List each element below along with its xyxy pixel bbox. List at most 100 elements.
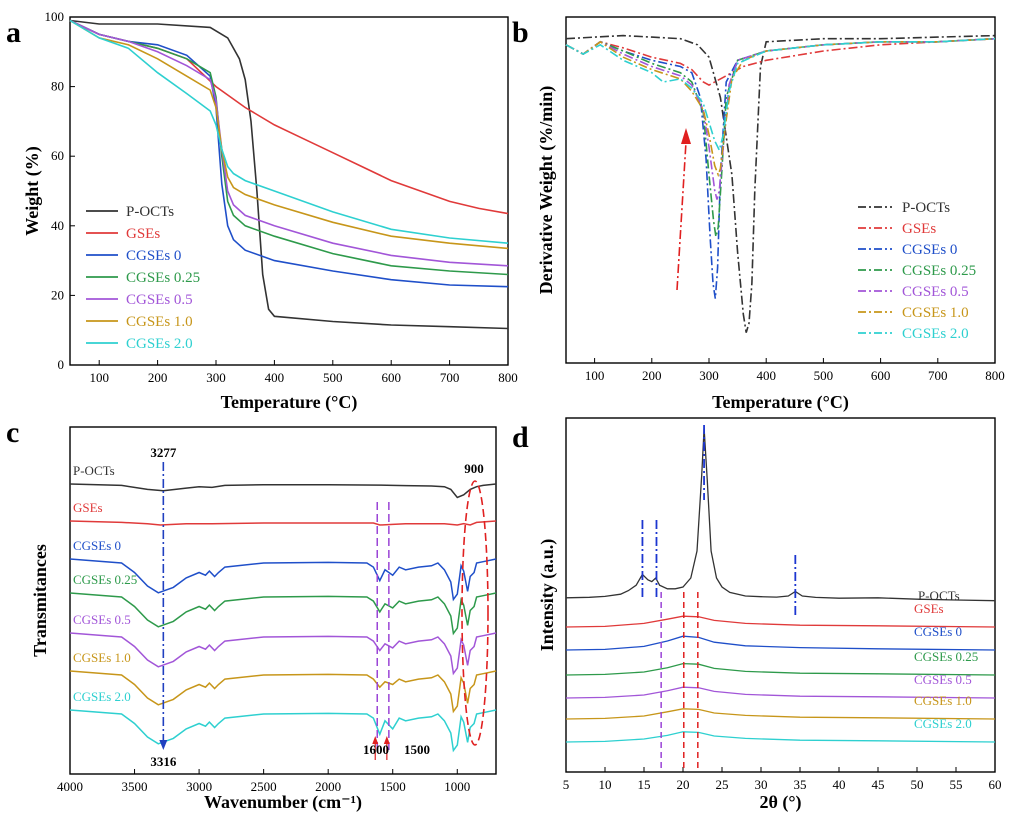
- guide-3277-arrowhead: [159, 740, 168, 750]
- x-tick-label-c: 2500: [251, 779, 277, 794]
- series-line-d-2: [565, 635, 996, 651]
- x-tick-label-a: 600: [381, 370, 401, 385]
- chart-b-dtg: 100 200 300 400 500 600 700 800 Temperature (°C)…: [536, 16, 1005, 413]
- x-tick-label-c: 1000: [444, 779, 470, 794]
- series-label-c: CGSEs 0: [73, 538, 121, 553]
- series-line-b-1: [565, 37, 996, 87]
- series-line-c-6: [69, 709, 497, 753]
- x-tick-label-a: 500: [323, 370, 343, 385]
- legend-label-b: GSEs: [902, 221, 936, 237]
- x-axis-label-a: Temperature (°C): [221, 392, 358, 413]
- series-line-c-3: [69, 592, 497, 636]
- trend-arrow-head-b: [681, 128, 691, 144]
- x-axis-label-d: 2θ (°): [759, 792, 801, 813]
- plot-frame-d: [565, 417, 996, 773]
- series-label-d: CGSEs 0.25: [914, 649, 978, 664]
- highlight-900-ellipse: [461, 480, 489, 746]
- x-tick-label-c: 3500: [122, 779, 148, 794]
- y-tick-label-a: 0: [58, 357, 65, 372]
- series-line-a-4: [69, 19, 509, 267]
- series-label-d: P-OCTs: [918, 588, 960, 603]
- y-tick-label-a: 80: [51, 79, 64, 94]
- x-tick-label-d: 35: [794, 777, 807, 792]
- x-tick-label-d: 5: [563, 777, 570, 792]
- x-tick-label-d: 30: [755, 777, 768, 792]
- series-line-a-2: [69, 19, 509, 288]
- x-tick-label-d: 55: [950, 777, 963, 792]
- series-line-b-0: [565, 34, 996, 333]
- x-tick-label-d: 10: [599, 777, 612, 792]
- series-line-a-0: [69, 19, 509, 330]
- x-tick-label-d: 45: [872, 777, 885, 792]
- series-line-c-4: [69, 632, 497, 676]
- arrowhead-1500: [383, 736, 390, 744]
- series-label-d: CGSEs 0: [914, 624, 962, 639]
- x-tick-label-b: 100: [585, 368, 605, 383]
- legend-label-a: GSEs: [126, 226, 160, 242]
- series-line-a-3: [69, 19, 509, 276]
- x-tick-label-a: 100: [89, 370, 109, 385]
- y-axis-label-b: Derivative Weight (%/min): [536, 86, 557, 295]
- annotation-1600: 1600: [363, 742, 389, 757]
- legend-label-a: CGSEs 0.25: [126, 270, 200, 286]
- annotation-900: 900: [464, 461, 484, 476]
- series-line-d-3: [565, 662, 996, 676]
- series-line-b-6: [565, 37, 996, 153]
- x-axis-label-c: Wavenumber (cm⁻¹): [204, 792, 362, 813]
- plot-frame-a: [69, 16, 509, 366]
- x-tick-label-b: 600: [871, 368, 891, 383]
- trend-arrow-shaft-b: [676, 141, 687, 291]
- x-tick-label-b: 700: [928, 368, 948, 383]
- y-axis-label-d: Intensity (a.u.): [537, 539, 558, 652]
- series-label-c: CGSEs 2.0: [73, 689, 131, 704]
- x-tick-label-b: 400: [756, 368, 776, 383]
- y-axis-label-c: Transmitances: [30, 544, 50, 657]
- x-tick-label-d: 20: [677, 777, 690, 792]
- x-tick-label-b: 500: [814, 368, 834, 383]
- panel-letter-c: c: [6, 416, 19, 449]
- x-tick-label-b: 200: [642, 368, 662, 383]
- x-tick-label-d: 50: [911, 777, 924, 792]
- x-tick-label-c: 2000: [315, 779, 341, 794]
- x-tick-label-d: 40: [833, 777, 846, 792]
- legend-label-a: P-OCTs: [126, 204, 174, 220]
- x-tick-label-c: 3000: [186, 779, 212, 794]
- series-line-b-3: [565, 37, 996, 237]
- legend-label-a: CGSEs 0.5: [126, 292, 193, 308]
- panel-letter-d: d: [512, 421, 529, 454]
- series-line-c-2: [69, 558, 497, 602]
- chart-a-tga: 100 200 300 400 500 600 700 800 0 20 40 60 80 100 Temp…: [22, 9, 518, 413]
- x-tick-label-a: 300: [206, 370, 226, 385]
- x-tick-label-b: 300: [699, 368, 719, 383]
- x-tick-label-a: 700: [440, 370, 460, 385]
- series-label-d: CGSEs 0.5: [914, 672, 972, 687]
- series-label-d: CGSEs 2.0: [914, 716, 972, 731]
- series-label-d: GSEs: [914, 601, 944, 616]
- series-label-c: CGSEs 0.25: [73, 572, 137, 587]
- x-tick-label-d: 25: [716, 777, 729, 792]
- x-tick-label-c: 4000: [57, 779, 83, 794]
- annotation-3316: 3316: [150, 754, 177, 769]
- panel-letter-a: a: [6, 16, 21, 49]
- y-tick-label-a: 100: [45, 9, 65, 24]
- series-line-d-1: [565, 615, 996, 628]
- annotation-3277: 3277: [150, 445, 177, 460]
- chart-c-ftir: 4000 3500 3000 2500 2000 1500 1000 Wavenumber (…: [30, 426, 497, 813]
- panel-letter-b: b: [512, 16, 529, 49]
- legend-label-b: CGSEs 0.5: [902, 284, 969, 300]
- series-line-c-0: [69, 483, 497, 499]
- series-label-c: CGSEs 0.5: [73, 612, 131, 627]
- series-line-d-5: [565, 708, 996, 720]
- x-tick-label-c: 1500: [380, 779, 406, 794]
- x-tick-label-a: 200: [148, 370, 168, 385]
- series-line-d-4: [565, 686, 996, 699]
- y-tick-label-a: 20: [51, 287, 64, 302]
- plot-frame-c: [69, 426, 497, 775]
- legend-label-b: CGSEs 1.0: [902, 305, 969, 321]
- x-tick-label-a: 400: [265, 370, 285, 385]
- legend-label-b: CGSEs 0: [902, 242, 957, 258]
- arrowhead-1600: [372, 736, 379, 744]
- series-line-d-6: [565, 731, 996, 743]
- series-line-a-6: [69, 19, 509, 244]
